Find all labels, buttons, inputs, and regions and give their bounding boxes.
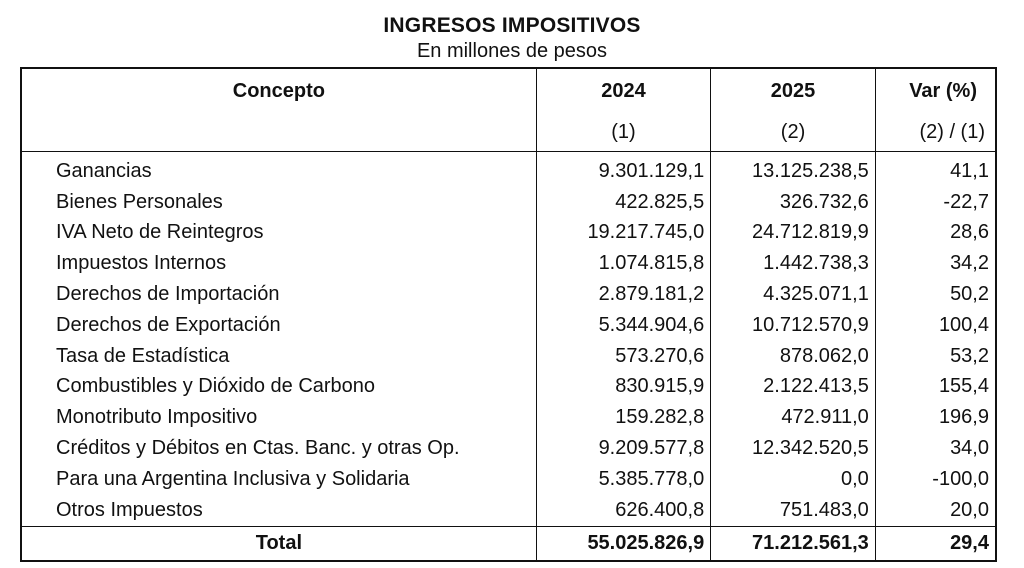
header-var: Var (%)	[874, 68, 997, 113]
table-row: Créditos y Débitos en Ctas. Banc. y otra…	[20, 433, 997, 464]
subheader-row: (1) (2) (2) / (1)	[20, 113, 997, 152]
row-concept: IVA Neto de Reintegros	[20, 217, 537, 249]
total-value-2025: 71.212.561,3	[710, 525, 876, 561]
row-value-2024: 830.915,9	[535, 371, 712, 403]
table-row: Bienes Personales 422.825,5 326.732,6 -2…	[20, 186, 997, 218]
row-value-2024: 626.400,8	[535, 494, 712, 527]
row-var: -22,7	[874, 186, 997, 218]
row-concept: Derechos de Importación	[20, 279, 537, 310]
table-row: Tasa de Estadística 573.270,6 878.062,0 …	[20, 340, 997, 372]
subheader-var: (2) / (1)	[874, 113, 997, 152]
row-var: 34,0	[874, 433, 997, 464]
row-value-2025: 10.712.570,9	[710, 309, 876, 341]
row-var: 41,1	[874, 151, 997, 187]
row-var: 100,4	[874, 309, 997, 341]
table-row: Impuestos Internos 1.074.815,8 1.442.738…	[20, 248, 997, 280]
row-var: 155,4	[874, 371, 997, 403]
total-row: Total 55.025.826,9 71.212.561,3 29,4	[20, 525, 997, 561]
row-var: 34,2	[874, 248, 997, 280]
row-value-2024: 573.270,6	[535, 340, 712, 372]
row-value-2025: 24.712.819,9	[710, 217, 876, 249]
row-value-2025: 13.125.238,5	[710, 151, 876, 187]
row-value-2025: 0,0	[710, 463, 876, 495]
table-row: Derechos de Exportación 5.344.904,6 10.7…	[20, 309, 997, 341]
row-value-2025: 472.911,0	[710, 402, 876, 434]
table-row: Otros Impuestos 626.400,8 751.483,0 20,0	[20, 494, 997, 527]
table-title: INGRESOS IMPOSITIVOS	[383, 14, 641, 37]
row-value-2025: 751.483,0	[710, 494, 876, 527]
row-var: 53,2	[874, 340, 997, 372]
row-concept: Otros Impuestos	[20, 494, 537, 527]
row-value-2025: 326.732,6	[710, 186, 876, 218]
row-var: 20,0	[874, 494, 997, 527]
row-concept: Ganancias	[20, 151, 537, 187]
row-concept: Créditos y Débitos en Ctas. Banc. y otra…	[20, 433, 537, 464]
row-concept: Para una Argentina Inclusiva y Solidaria	[20, 463, 537, 495]
subheader-concepto	[20, 113, 537, 152]
row-value-2024: 422.825,5	[535, 186, 712, 218]
row-value-2025: 2.122.413,5	[710, 371, 876, 403]
total-var: 29,4	[874, 525, 997, 561]
table-subtitle: En millones de pesos	[416, 40, 608, 62]
row-concept: Impuestos Internos	[20, 248, 537, 280]
table-row: IVA Neto de Reintegros 19.217.745,0 24.7…	[20, 217, 997, 249]
subheader-2025: (2)	[710, 113, 876, 152]
row-value-2025: 1.442.738,3	[710, 248, 876, 280]
row-concept: Tasa de Estadística	[20, 340, 537, 372]
row-var: 28,6	[874, 217, 997, 249]
row-concept: Derechos de Exportación	[20, 309, 537, 341]
header-2024: 2024	[535, 68, 712, 113]
tax-revenue-table: Concepto 2024 2025 Var (%) (1) (2) (2) /…	[20, 67, 997, 562]
row-value-2024: 9.301.129,1	[535, 151, 712, 187]
row-value-2024: 9.209.577,8	[535, 433, 712, 464]
table-row: Ganancias 9.301.129,1 13.125.238,5 41,1	[20, 151, 997, 187]
row-concept: Combustibles y Dióxido de Carbono	[20, 371, 537, 403]
row-value-2025: 878.062,0	[710, 340, 876, 372]
table-row: Combustibles y Dióxido de Carbono 830.91…	[20, 371, 997, 403]
row-value-2024: 5.385.778,0	[535, 463, 712, 495]
row-concept: Monotributo Impositivo	[20, 402, 537, 434]
row-value-2024: 19.217.745,0	[535, 217, 712, 249]
row-value-2025: 4.325.071,1	[710, 279, 876, 310]
row-var: -100,0	[874, 463, 997, 495]
row-var: 196,9	[874, 402, 997, 434]
table-row: Monotributo Impositivo 159.282,8 472.911…	[20, 402, 997, 434]
row-concept: Bienes Personales	[20, 186, 537, 218]
header-row: Concepto 2024 2025 Var (%)	[20, 68, 997, 113]
total-label: Total	[20, 525, 537, 561]
table-row: Derechos de Importación 2.879.181,2 4.32…	[20, 279, 997, 310]
row-value-2024: 1.074.815,8	[535, 248, 712, 280]
row-value-2025: 12.342.520,5	[710, 433, 876, 464]
row-value-2024: 5.344.904,6	[535, 309, 712, 341]
header-2025: 2025	[710, 68, 876, 113]
row-var: 50,2	[874, 279, 997, 310]
table-row: Para una Argentina Inclusiva y Solidaria…	[20, 463, 997, 495]
header-concepto: Concepto	[20, 68, 537, 113]
subheader-2024: (1)	[535, 113, 712, 152]
row-value-2024: 159.282,8	[535, 402, 712, 434]
total-value-2024: 55.025.826,9	[535, 525, 712, 561]
row-value-2024: 2.879.181,2	[535, 279, 712, 310]
